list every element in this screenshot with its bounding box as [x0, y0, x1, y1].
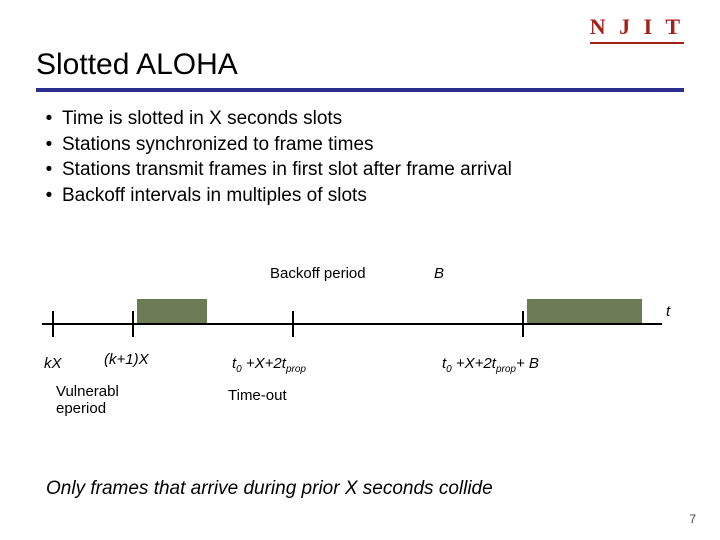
B-label: B [434, 265, 444, 282]
slide: N J I T Slotted ALOHA Time is slotted in… [0, 0, 720, 540]
vulnerable-label: Vulnerabl eperiod [56, 383, 119, 417]
tick-k1X [132, 311, 134, 337]
t0-label-b: t0 +X+2tprop+ B [442, 355, 539, 375]
k1X-label: (k+1)X [104, 351, 149, 368]
t0-label-a: t0 +X+2tprop [232, 355, 306, 375]
timing-diagram: Backoff period B t kX (k+1)X t0 +X+2tpro… [42, 259, 682, 439]
timeline [42, 323, 662, 325]
tx-block-1 [137, 299, 207, 323]
tx-block-2 [527, 299, 642, 323]
bullet-item: Backoff intervals in multiples of slots [36, 183, 684, 209]
page-number: 7 [689, 512, 696, 526]
bullet-item: Stations transmit frames in first slot a… [36, 157, 684, 183]
divider [36, 88, 684, 92]
bullet-item: Stations synchronized to frame times [36, 132, 684, 158]
t-axis-label: t [666, 303, 670, 320]
backoff-label: Backoff period [270, 265, 366, 282]
slide-title: Slotted ALOHA [36, 48, 684, 82]
bullet-item: Time is slotted in X seconds slots [36, 106, 684, 132]
logo: N J I T [590, 14, 684, 44]
tick-t0b [522, 311, 524, 337]
tick-t0a [292, 311, 294, 337]
tick-kX [52, 311, 54, 337]
kX-label: kX [44, 355, 62, 372]
bullet-list: Time is slotted in X seconds slots Stati… [36, 106, 684, 209]
timeout-label: Time-out [228, 387, 287, 404]
footnote: Only frames that arrive during prior X s… [46, 478, 493, 500]
